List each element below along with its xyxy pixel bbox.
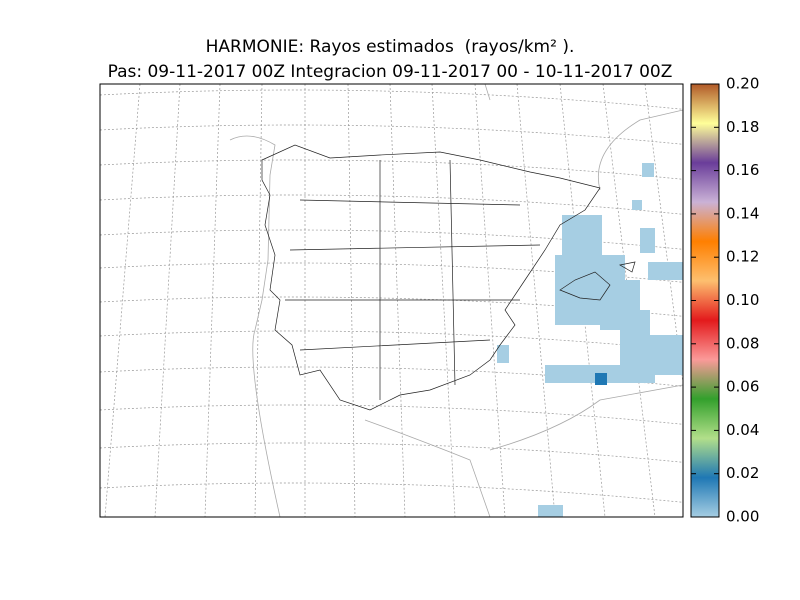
- colorbar-tick-label: 0.02: [726, 464, 759, 482]
- map-frame: [99, 83, 684, 518]
- colorbar-tick-label: 0.12: [726, 248, 759, 266]
- colorbar-tick-label: 0.10: [726, 291, 759, 309]
- title: HARMONIE: Rayos estimados (rayos/km² ).: [206, 37, 575, 57]
- colorbar-tick-label: 0.08: [726, 334, 759, 352]
- colorbar-tick-label: 0.04: [726, 421, 759, 439]
- colorbar-tick-label: 0.06: [726, 378, 759, 396]
- coastlines: [229, 84, 683, 517]
- graticule: [100, 84, 683, 517]
- subtitle: Pas: 09-11-2017 00Z Integracion 09-11-20…: [108, 62, 673, 82]
- colorbar-tick-label: 0.20: [726, 75, 759, 93]
- colorbar-tick-label: 0.14: [726, 204, 759, 222]
- map-content: [100, 84, 683, 517]
- map: [99, 83, 684, 518]
- lightning-areas: [497, 163, 683, 517]
- colorbar-tick-label: 0.18: [726, 118, 759, 136]
- colorbar: 0.00 0.02 0.04 0.06 0.08 0.10 0.12 0.14 0.16 0.18…: [690, 75, 759, 526]
- colorbar-tick-label: 0.00: [726, 508, 759, 526]
- colorbar-tick-label: 0.16: [726, 161, 759, 179]
- iberia-outline: [261, 144, 636, 411]
